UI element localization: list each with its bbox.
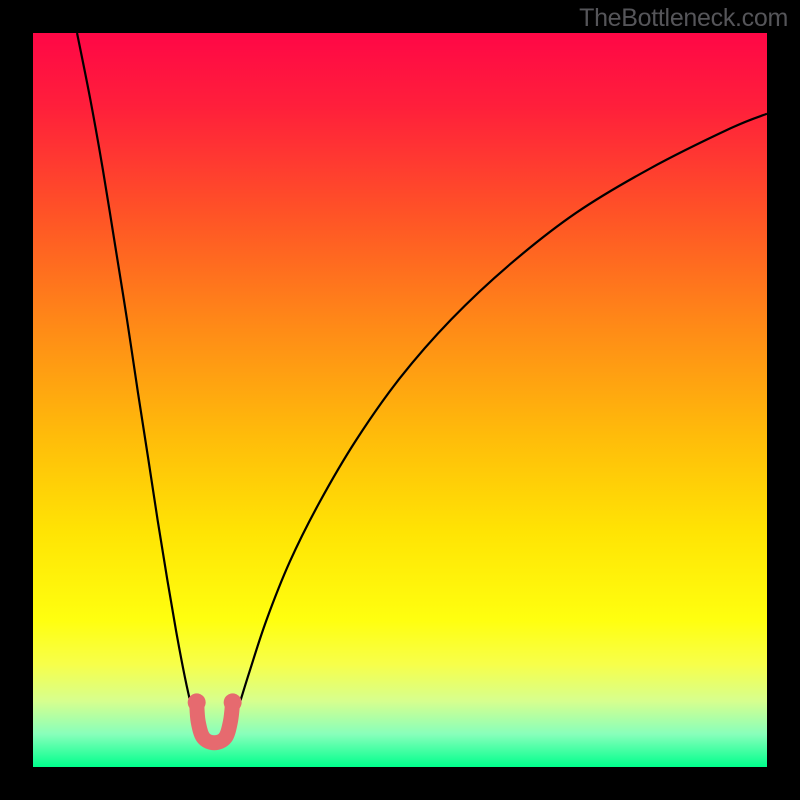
chart-svg	[0, 0, 800, 800]
plot-gradient-background	[33, 33, 767, 767]
watermark-text: TheBottleneck.com	[579, 4, 788, 33]
valley-endpoint-left	[188, 693, 206, 711]
valley-endpoint-right	[224, 693, 242, 711]
chart-container: TheBottleneck.com	[0, 0, 800, 800]
